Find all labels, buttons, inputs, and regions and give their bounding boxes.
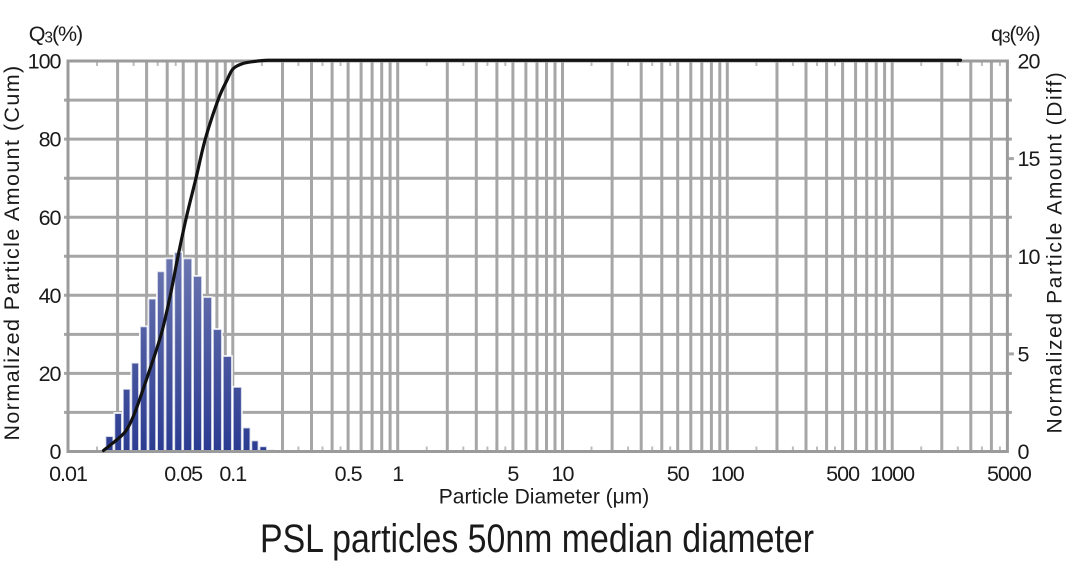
svg-text:Normalized Particle Amount (Di: Normalized Particle Amount (Diff) — [1044, 71, 1067, 434]
svg-text:Q3(%): Q3(%) — [29, 22, 82, 47]
svg-text:Particle Diameter (μm): Particle Diameter (μm) — [439, 486, 649, 509]
svg-text:50: 50 — [667, 462, 690, 486]
svg-text:100: 100 — [711, 462, 745, 486]
svg-text:0: 0 — [50, 440, 62, 464]
svg-text:100: 100 — [28, 50, 62, 74]
svg-text:Normalized Particle Amount (Cu: Normalized Particle Amount (Cum) — [0, 64, 24, 440]
svg-text:40: 40 — [39, 284, 62, 308]
svg-text:80: 80 — [39, 128, 62, 152]
svg-text:20: 20 — [1018, 50, 1041, 74]
svg-text:5: 5 — [507, 462, 519, 486]
svg-text:0.01: 0.01 — [49, 462, 87, 486]
svg-text:1: 1 — [392, 462, 403, 486]
svg-text:10: 10 — [552, 462, 575, 486]
svg-text:5: 5 — [1018, 343, 1030, 367]
svg-text:q3(%): q3(%) — [991, 22, 1040, 47]
svg-text:0: 0 — [1018, 440, 1030, 464]
svg-text:0.5: 0.5 — [335, 462, 363, 486]
svg-text:10: 10 — [1018, 245, 1041, 269]
svg-text:15: 15 — [1018, 147, 1041, 171]
svg-text:60: 60 — [39, 206, 62, 230]
svg-text:500: 500 — [826, 462, 860, 486]
svg-text:0.05: 0.05 — [164, 462, 203, 486]
svg-text:20: 20 — [39, 362, 62, 386]
svg-text:5000: 5000 — [987, 462, 1032, 486]
svg-text:PSL particles 50nm median diam: PSL particles 50nm median diameter — [260, 517, 814, 561]
svg-text:1000: 1000 — [870, 462, 915, 486]
svg-text:0.1: 0.1 — [219, 462, 246, 486]
